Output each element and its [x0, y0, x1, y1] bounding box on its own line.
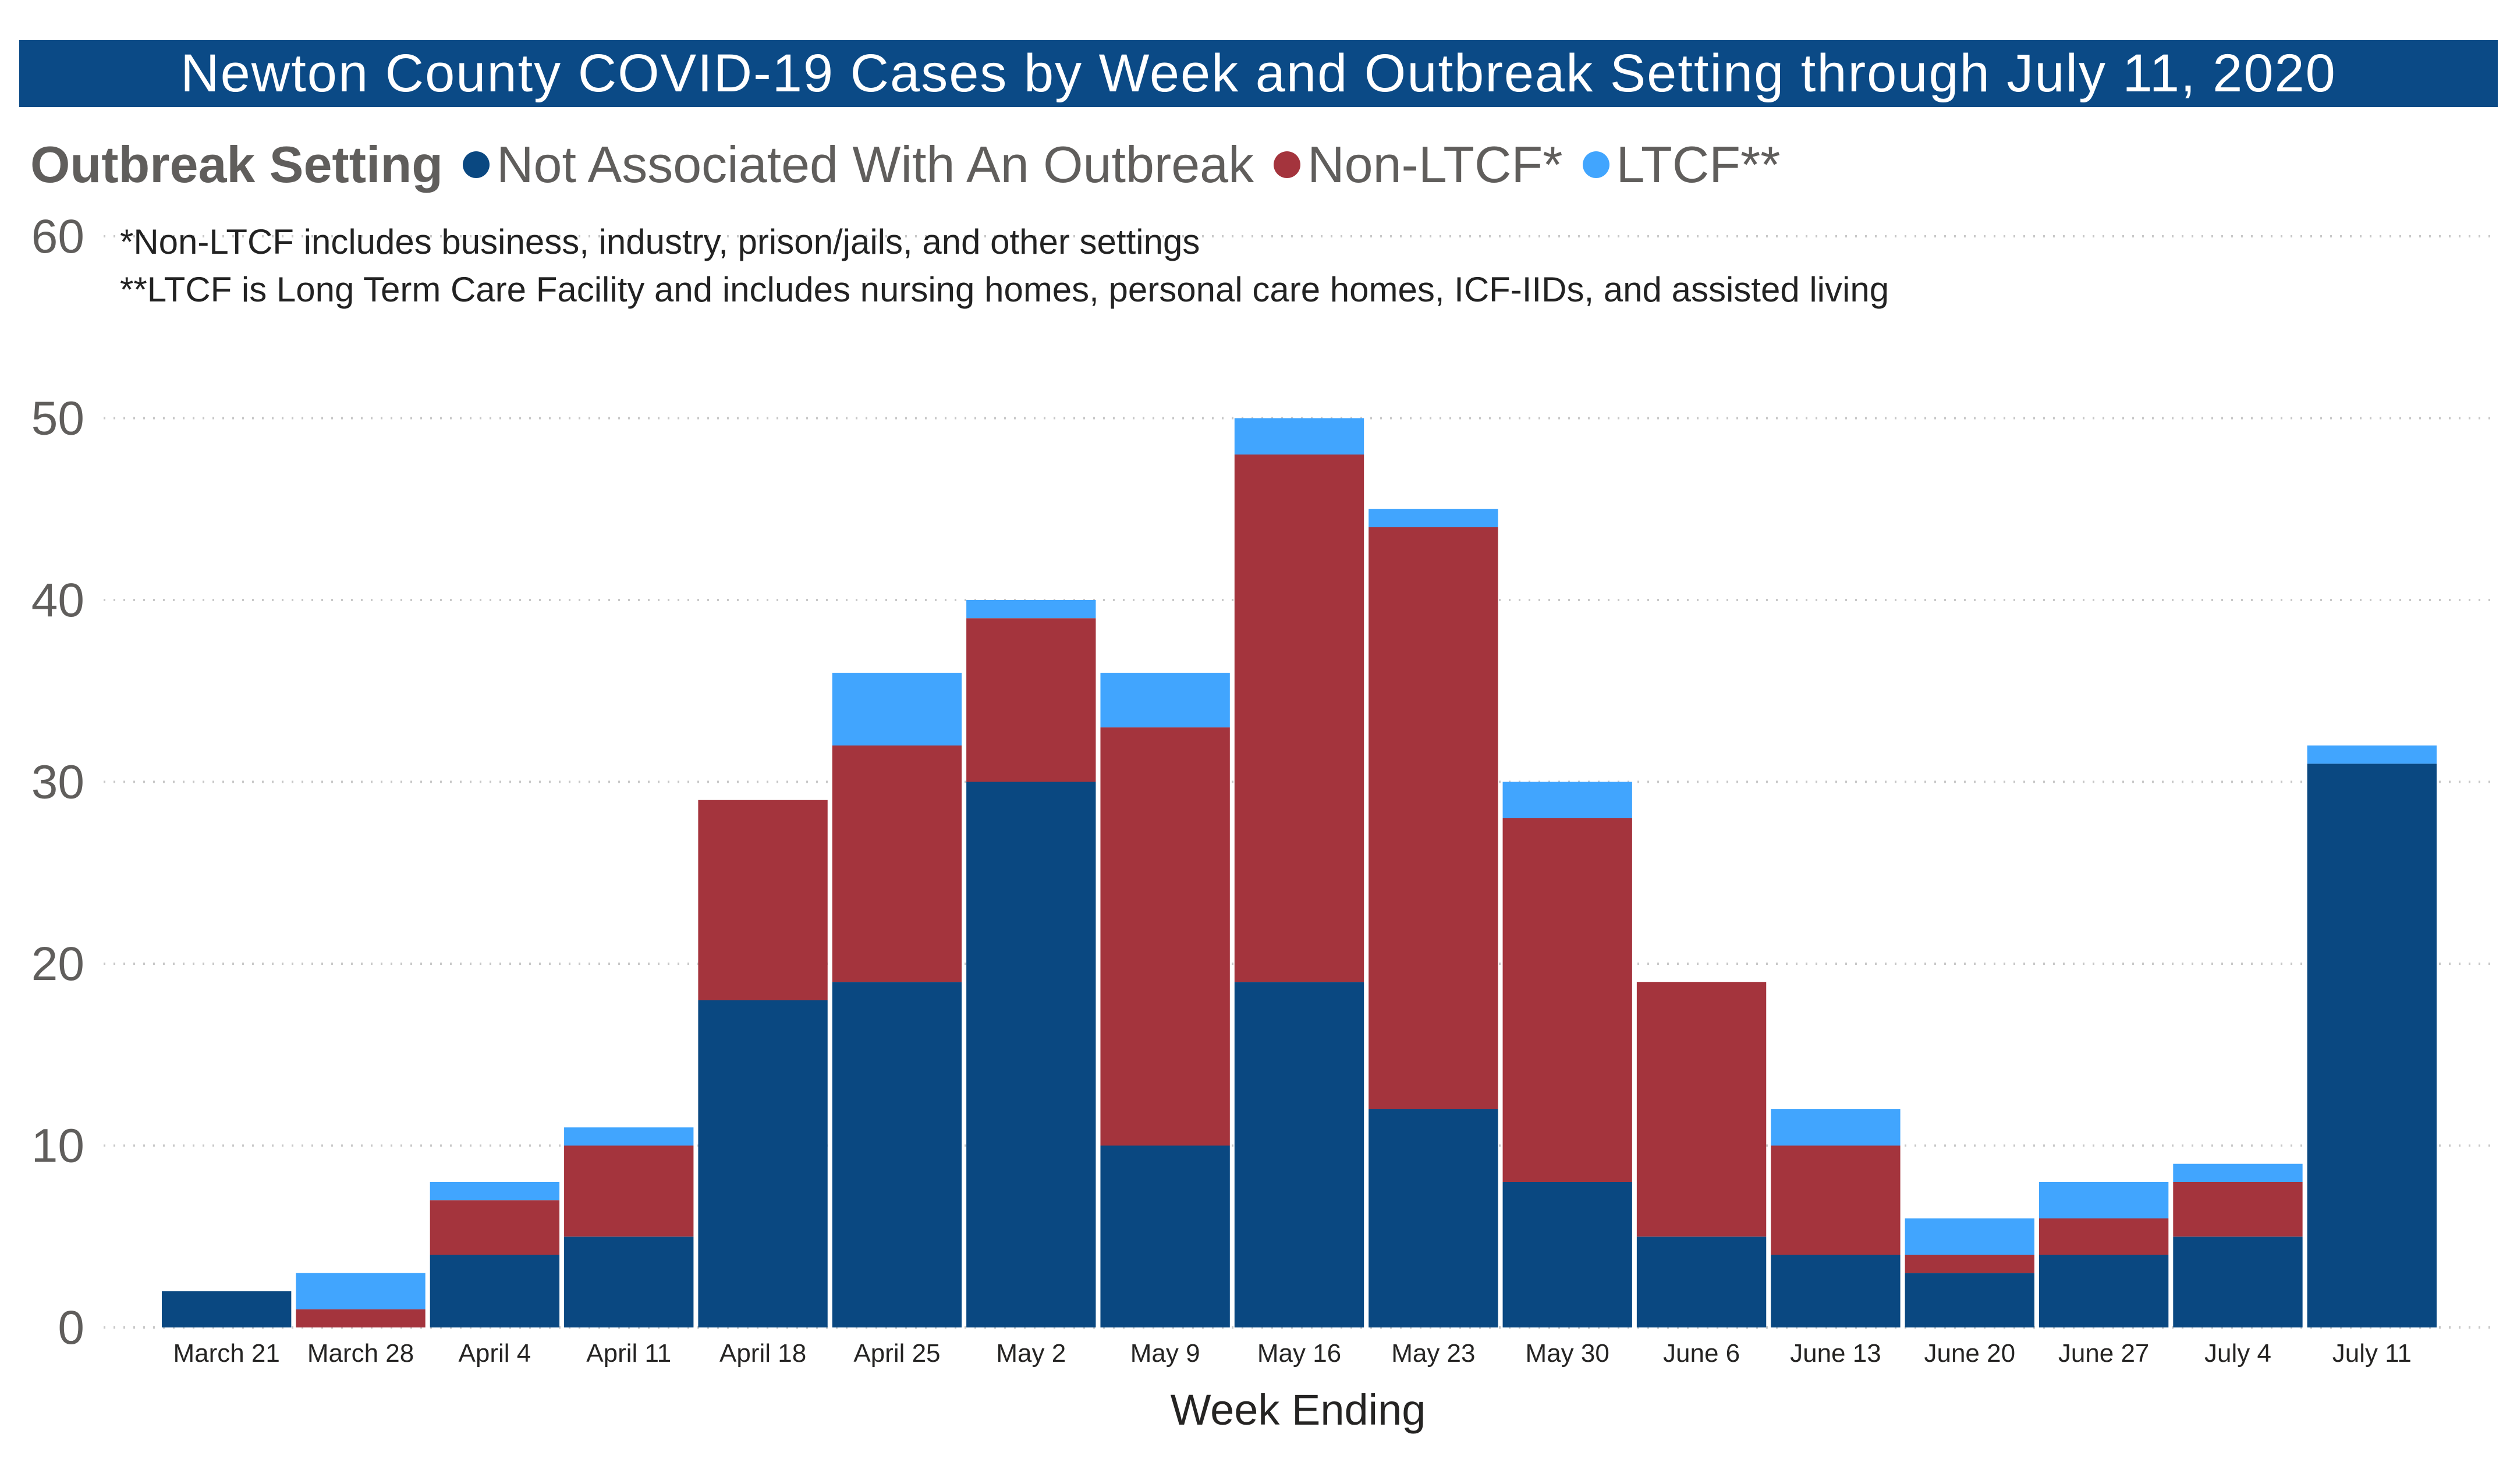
- x-tick-label: April 25: [853, 1339, 940, 1368]
- bar-segment-ltcf: [2173, 1163, 2303, 1182]
- bar-segment-ltcf: [2038, 1182, 2169, 1219]
- bar-segment-non-ltcf: [1100, 727, 1230, 1146]
- legend-item-non-ltcf[interactable]: Non-LTCF*: [1274, 135, 1563, 194]
- legend-item-not-associated[interactable]: Not Associated With An Outbreak: [462, 135, 1254, 194]
- bar-segment-not-associated: [2038, 1255, 2169, 1327]
- bar-segment-ltcf: [430, 1182, 560, 1201]
- bar-segment-ltcf: [2307, 745, 2437, 764]
- legend-dot-icon: [462, 151, 490, 178]
- footnotes: *Non-LTCF includes business, industry, p…: [120, 218, 1889, 314]
- x-tick-label: June 27: [2058, 1339, 2150, 1368]
- x-axis-title-wrap: Week Ending: [0, 1385, 2503, 1435]
- x-tick-label: April 18: [719, 1339, 806, 1368]
- x-tick-label: March 21: [173, 1339, 279, 1368]
- bar-segment-non-ltcf: [430, 1200, 560, 1255]
- note-ltcf: **LTCF is Long Term Care Facility and in…: [120, 270, 1889, 309]
- bar-segment-not-associated: [698, 1000, 828, 1327]
- x-tick-label: May 2: [996, 1339, 1066, 1368]
- x-tick-label: May 30: [1526, 1339, 1609, 1368]
- bar-segment-ltcf: [832, 673, 962, 745]
- legend-label: LTCF**: [1616, 136, 1781, 193]
- bar-segment-not-associated: [1100, 1145, 1230, 1327]
- bar-segment-ltcf: [1369, 509, 1498, 527]
- bar-segment-non-ltcf: [296, 1309, 426, 1327]
- bar-segment-not-associated: [564, 1236, 694, 1327]
- bar-segment-non-ltcf: [1771, 1145, 1901, 1255]
- x-axis-ticks: March 21 March 28 April 4 April 11 April 18 A…: [173, 1339, 2411, 1368]
- legend-dot-icon: [1582, 151, 1609, 178]
- legend-title: Outbreak Setting: [30, 136, 443, 193]
- chart-title: Newton County COVID-19 Cases by Week and…: [19, 40, 2498, 107]
- bar-segment-ltcf: [1905, 1218, 2034, 1255]
- bar-segment-non-ltcf: [1905, 1255, 2034, 1273]
- bar-segment-not-associated: [1234, 982, 1364, 1327]
- bar-segment-non-ltcf: [1636, 982, 1767, 1237]
- bar-segment-non-ltcf: [1369, 527, 1498, 1109]
- x-tick-label: June 20: [1924, 1339, 2015, 1368]
- bar-segment-ltcf: [1771, 1109, 1901, 1146]
- bar-segment-not-associated: [1771, 1255, 1901, 1327]
- bar-segment-not-associated: [966, 782, 1096, 1327]
- bar-segment-non-ltcf: [2173, 1182, 2303, 1237]
- y-tick-label: 40: [31, 574, 84, 627]
- x-tick-label: June 6: [1663, 1339, 1740, 1368]
- y-tick-label: 50: [31, 392, 84, 445]
- bar-segment-not-associated: [832, 982, 962, 1327]
- bar-segment-non-ltcf: [832, 745, 962, 982]
- bars: [162, 418, 2437, 1327]
- x-tick-label: June 13: [1790, 1339, 1881, 1368]
- bar-segment-non-ltcf: [2038, 1218, 2169, 1255]
- x-tick-label: May 16: [1257, 1339, 1341, 1368]
- bar-segment-non-ltcf: [966, 618, 1096, 782]
- x-tick-label: May 23: [1391, 1339, 1475, 1368]
- bar-segment-ltcf: [1234, 418, 1364, 455]
- legend-label: Non-LTCF*: [1307, 136, 1563, 193]
- x-axis-title: Week Ending: [1170, 1386, 1426, 1434]
- x-tick-label: April 4: [459, 1339, 531, 1368]
- y-tick-label: 0: [58, 1301, 84, 1354]
- bar-segment-ltcf: [1502, 782, 1632, 818]
- x-tick-label: March 28: [307, 1339, 414, 1368]
- note-non-ltcf: *Non-LTCF includes business, industry, p…: [120, 222, 1200, 261]
- legend-label: Not Associated With An Outbreak: [496, 136, 1254, 193]
- bar-segment-not-associated: [1636, 1236, 1767, 1327]
- bar-segment-not-associated: [2307, 764, 2437, 1327]
- y-tick-label: 20: [31, 938, 84, 990]
- bar-segment-ltcf: [296, 1273, 426, 1309]
- x-tick-label: July 4: [2204, 1339, 2271, 1368]
- y-tick-label: 10: [31, 1120, 84, 1173]
- y-tick-label: 30: [31, 756, 84, 809]
- bar-segment-not-associated: [162, 1291, 292, 1327]
- bar-segment-non-ltcf: [1234, 455, 1364, 982]
- bar-segment-not-associated: [1369, 1109, 1498, 1327]
- bar-segment-not-associated: [430, 1255, 560, 1327]
- bar-segment-non-ltcf: [1502, 818, 1632, 1182]
- bar-segment-not-associated: [1502, 1182, 1632, 1327]
- bar-segment-not-associated: [1905, 1273, 2034, 1327]
- y-tick-label: 60: [31, 210, 84, 263]
- legend-dot-icon: [1274, 151, 1301, 178]
- x-tick-label: July 11: [2332, 1339, 2412, 1368]
- legend: Outbreak Setting Not Associated With An …: [30, 133, 1800, 197]
- bar-segment-non-ltcf: [698, 800, 828, 1000]
- x-tick-label: May 9: [1130, 1339, 1200, 1368]
- y-axis-ticks: 0 10 20 30 40 50 60: [31, 210, 84, 1354]
- bar-segment-not-associated: [2173, 1236, 2303, 1327]
- bar-segment-ltcf: [564, 1127, 694, 1146]
- bar-segment-non-ltcf: [564, 1145, 694, 1237]
- bar-segment-ltcf: [1100, 673, 1230, 727]
- bar-segment-ltcf: [966, 600, 1096, 619]
- legend-item-ltcf[interactable]: LTCF**: [1582, 135, 1781, 194]
- x-tick-label: April 11: [586, 1339, 671, 1368]
